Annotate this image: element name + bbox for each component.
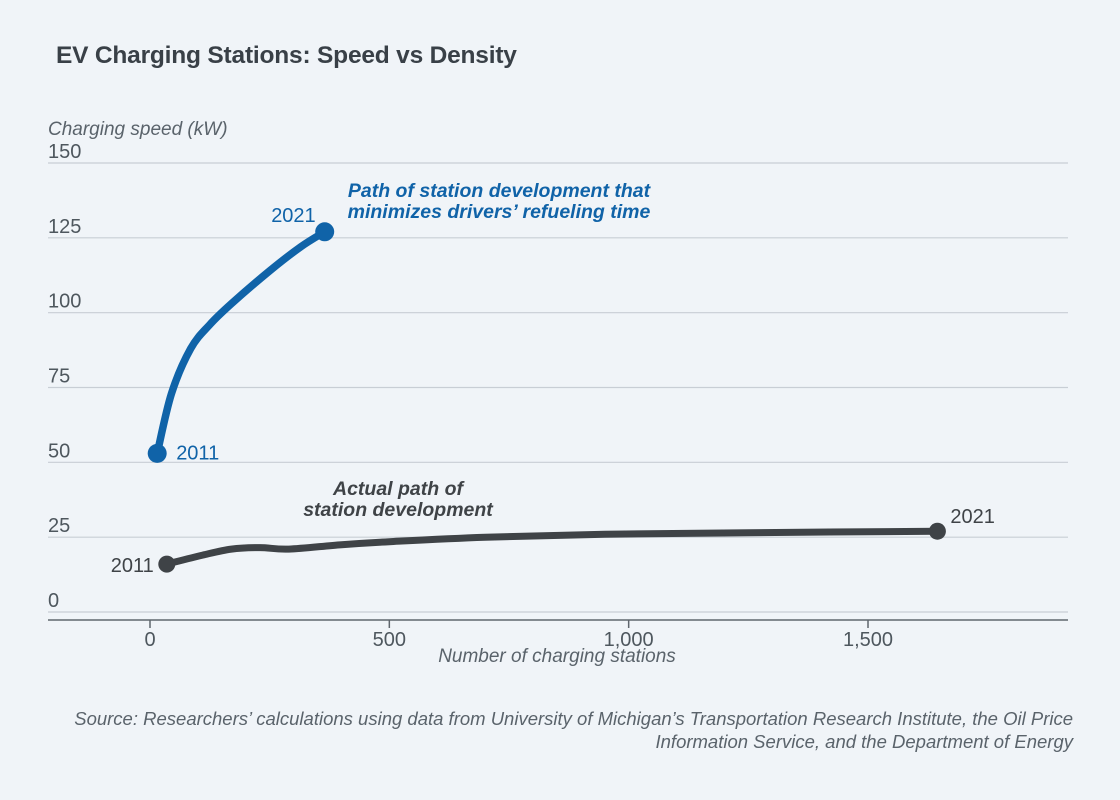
y-tick-label-150: 150 [48,141,81,163]
x-axis-title: Number of charging stations [438,646,676,667]
data-point-optimal-start [147,443,167,463]
optimal-path-annotation: Path of station development that minimiz… [348,181,651,222]
actual-path-annotation: Actual path of station development [303,479,493,520]
y-tick-label-50: 50 [48,440,70,462]
data-point-actual-end [928,522,946,540]
source-note: Source: Researchers’ calculations using … [63,708,1073,753]
year-label-optimal-start: 2011 [176,442,219,464]
optimal-annotation-line-2: minimizes drivers’ refueling time [347,200,651,223]
data-point-actual-start [158,555,176,573]
data-point-optimal-end [315,222,335,242]
year-label-actual-start: 2011 [111,555,154,577]
y-axis-title: Charging speed (kW) [48,119,228,140]
x-tick-label-1000: 1,000 [604,629,654,651]
actual-annotation-line-2: station development [303,498,493,521]
x-tick-label-1500: 1,500 [843,629,893,651]
year-label-optimal-end: 2021 [271,205,316,227]
year-label-actual-end: 2021 [950,506,995,528]
y-tick-label-125: 125 [48,216,81,238]
y-tick-label-25: 25 [48,515,70,537]
x-tick-label-500: 500 [373,629,406,651]
y-tick-label-0: 0 [48,590,59,612]
page-title: EV Charging Stations: Speed vs Density [56,42,517,69]
series-line-optimal [153,228,329,458]
actual-annotation-line-1: Actual path of [333,478,463,500]
series-line-actual [163,527,941,568]
y-tick-label-100: 100 [48,291,81,313]
optimal-annotation-line-1: Path of station development that [347,180,651,202]
x-tick-label-0: 0 [144,629,155,651]
source-line-2: Information Service, and the Department … [655,730,1074,752]
y-tick-label-75: 75 [48,366,70,388]
source-line-1: Source: Researchers’ calculations using … [74,708,1073,729]
